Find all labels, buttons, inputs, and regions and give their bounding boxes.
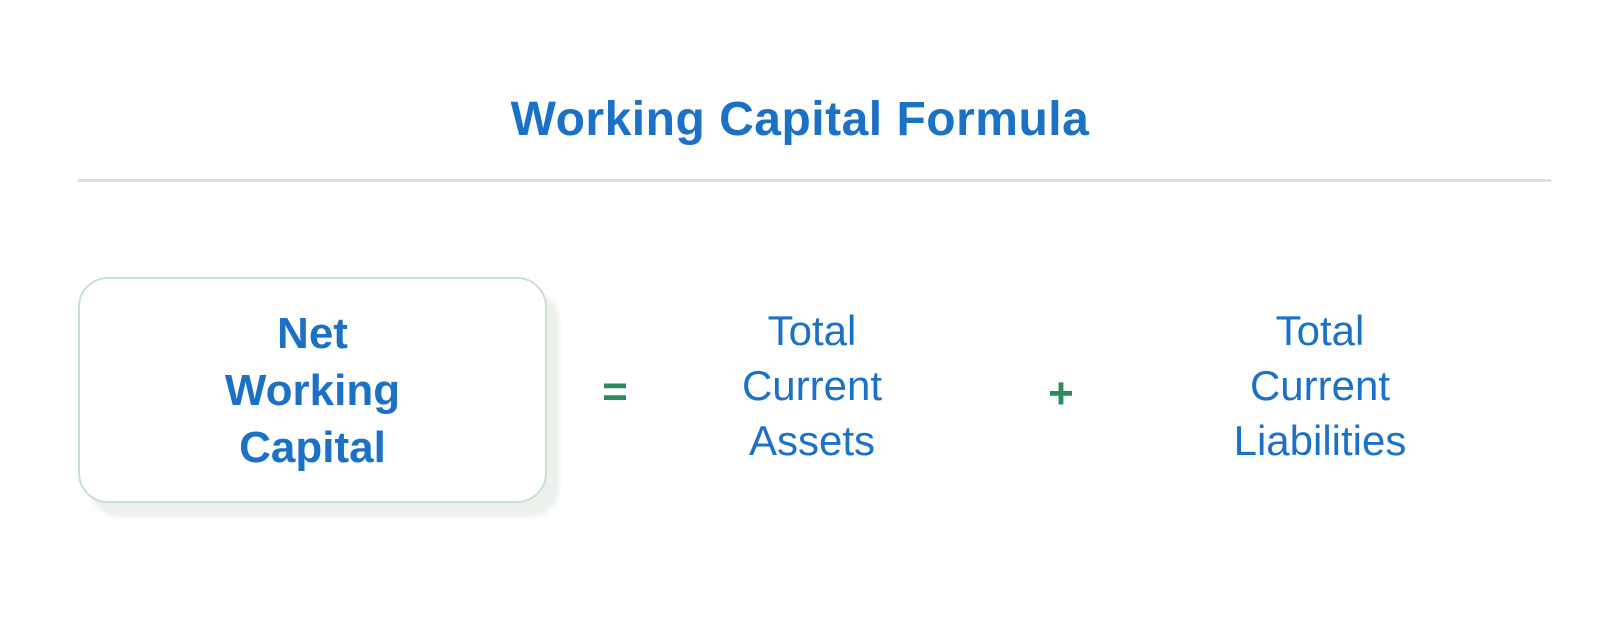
total-current-liabilities-line-2: Current [1249,362,1391,409]
total-current-assets-line-2: Current [741,362,883,409]
total-current-assets-label: Total Current Assets [662,303,962,468]
horizontal-divider [78,179,1551,182]
total-current-liabilities-line-3: Liabilities [1233,417,1407,464]
equals-operator: = [602,367,628,416]
total-current-liabilities-line-1: Total [1275,307,1365,354]
net-working-capital-line-1: Net [277,308,348,358]
net-working-capital-box: Net Working Capital [78,277,547,503]
plus-operator: + [1048,369,1074,418]
total-current-liabilities-label: Total Current Liabilities [1150,303,1490,468]
total-current-assets-line-1: Total [767,307,857,354]
net-working-capital-line-2: Working [224,365,401,415]
page-title: Working Capital Formula [510,93,1090,147]
total-current-assets-line-3: Assets [748,417,876,464]
net-working-capital-label: Net Working Capital [225,305,400,476]
net-working-capital-line-3: Capital [239,422,386,472]
